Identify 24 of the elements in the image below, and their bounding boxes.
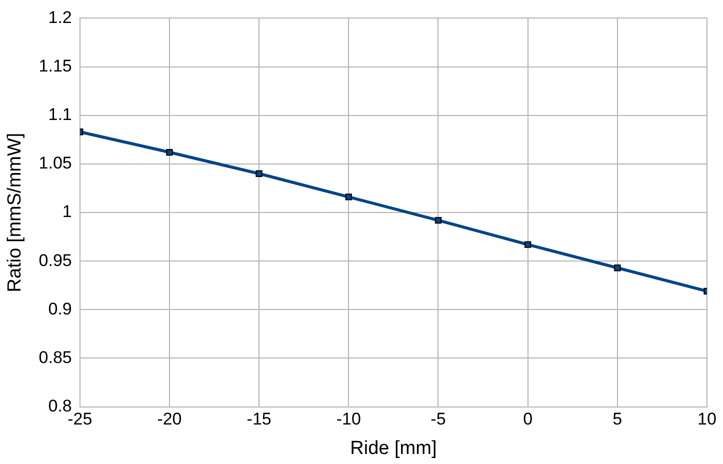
y-tick-label: 0.8 bbox=[48, 396, 72, 416]
point bbox=[345, 194, 352, 200]
y-tick-label: 0.95 bbox=[38, 250, 72, 270]
x-tick-label: -10 bbox=[336, 410, 361, 429]
y-tick-label: 0.85 bbox=[38, 348, 72, 367]
point bbox=[524, 241, 532, 248]
y-axis-title: Ratio [mmS/mmW] bbox=[4, 132, 26, 292]
x-tick-label: 0 bbox=[523, 410, 533, 429]
y-tick-label: 0.9 bbox=[48, 299, 72, 318]
x-tick-label: -15 bbox=[246, 410, 272, 429]
x-tick-label: 5 bbox=[612, 410, 622, 429]
point bbox=[614, 264, 621, 272]
x-tick-label: 10 bbox=[698, 410, 716, 429]
y-tick-label: 1.05 bbox=[38, 154, 72, 173]
x-tick-label: -20 bbox=[157, 410, 182, 429]
y-tick-label: 1.1 bbox=[48, 105, 72, 124]
point bbox=[434, 216, 442, 224]
x-axis-title: Ride [mm] bbox=[350, 438, 437, 459]
y-tick-label: 1.15 bbox=[38, 56, 72, 76]
point bbox=[256, 170, 262, 177]
y-tick-label: 1.2 bbox=[48, 8, 72, 27]
y-tick-label: 1 bbox=[62, 202, 72, 222]
point bbox=[166, 148, 173, 156]
x-tick-label: -5 bbox=[430, 410, 446, 429]
